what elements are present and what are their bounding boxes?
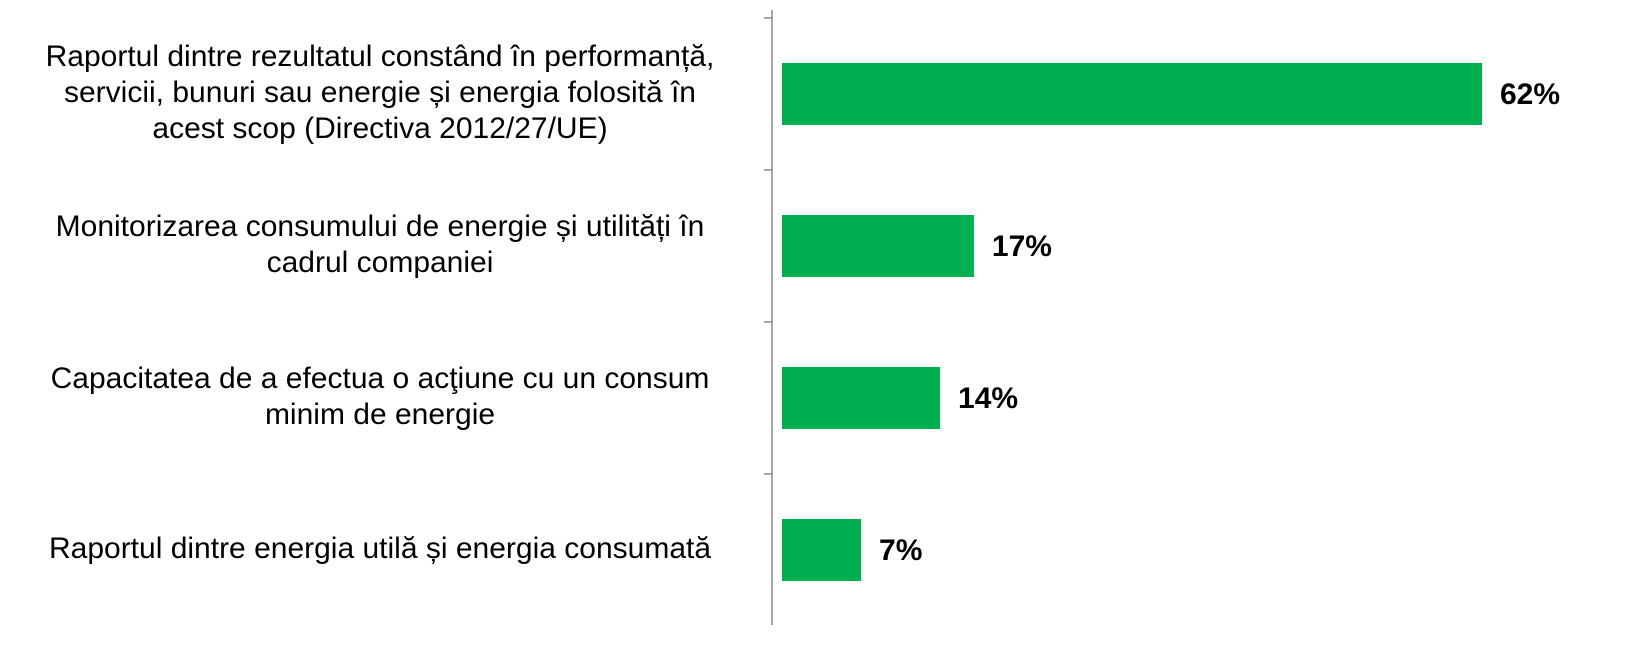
bar [782, 367, 941, 429]
category-label: Monitorizarea consumului de energie și u… [56, 210, 705, 243]
value-label: 7% [879, 534, 922, 567]
category-label: Raportul dintre energia utilă și energia… [49, 532, 711, 565]
category-label: acest scop (Directiva 2012/27/UE) [152, 112, 607, 145]
value-label: 14% [958, 382, 1018, 415]
bar [782, 519, 862, 581]
category-label: cadrul companiei [267, 246, 494, 279]
bar [782, 215, 974, 277]
value-label: 62% [1500, 78, 1560, 111]
value-label: 17% [992, 230, 1052, 263]
category-label: Raportul dintre rezultatul constând în p… [46, 40, 715, 73]
category-label: Capacitatea de a efectua o acţiune cu un… [51, 362, 710, 395]
category-label: minim de energie [265, 398, 495, 431]
bar [782, 63, 1482, 125]
category-label: servicii, bunuri sau energie și energia … [64, 76, 696, 109]
